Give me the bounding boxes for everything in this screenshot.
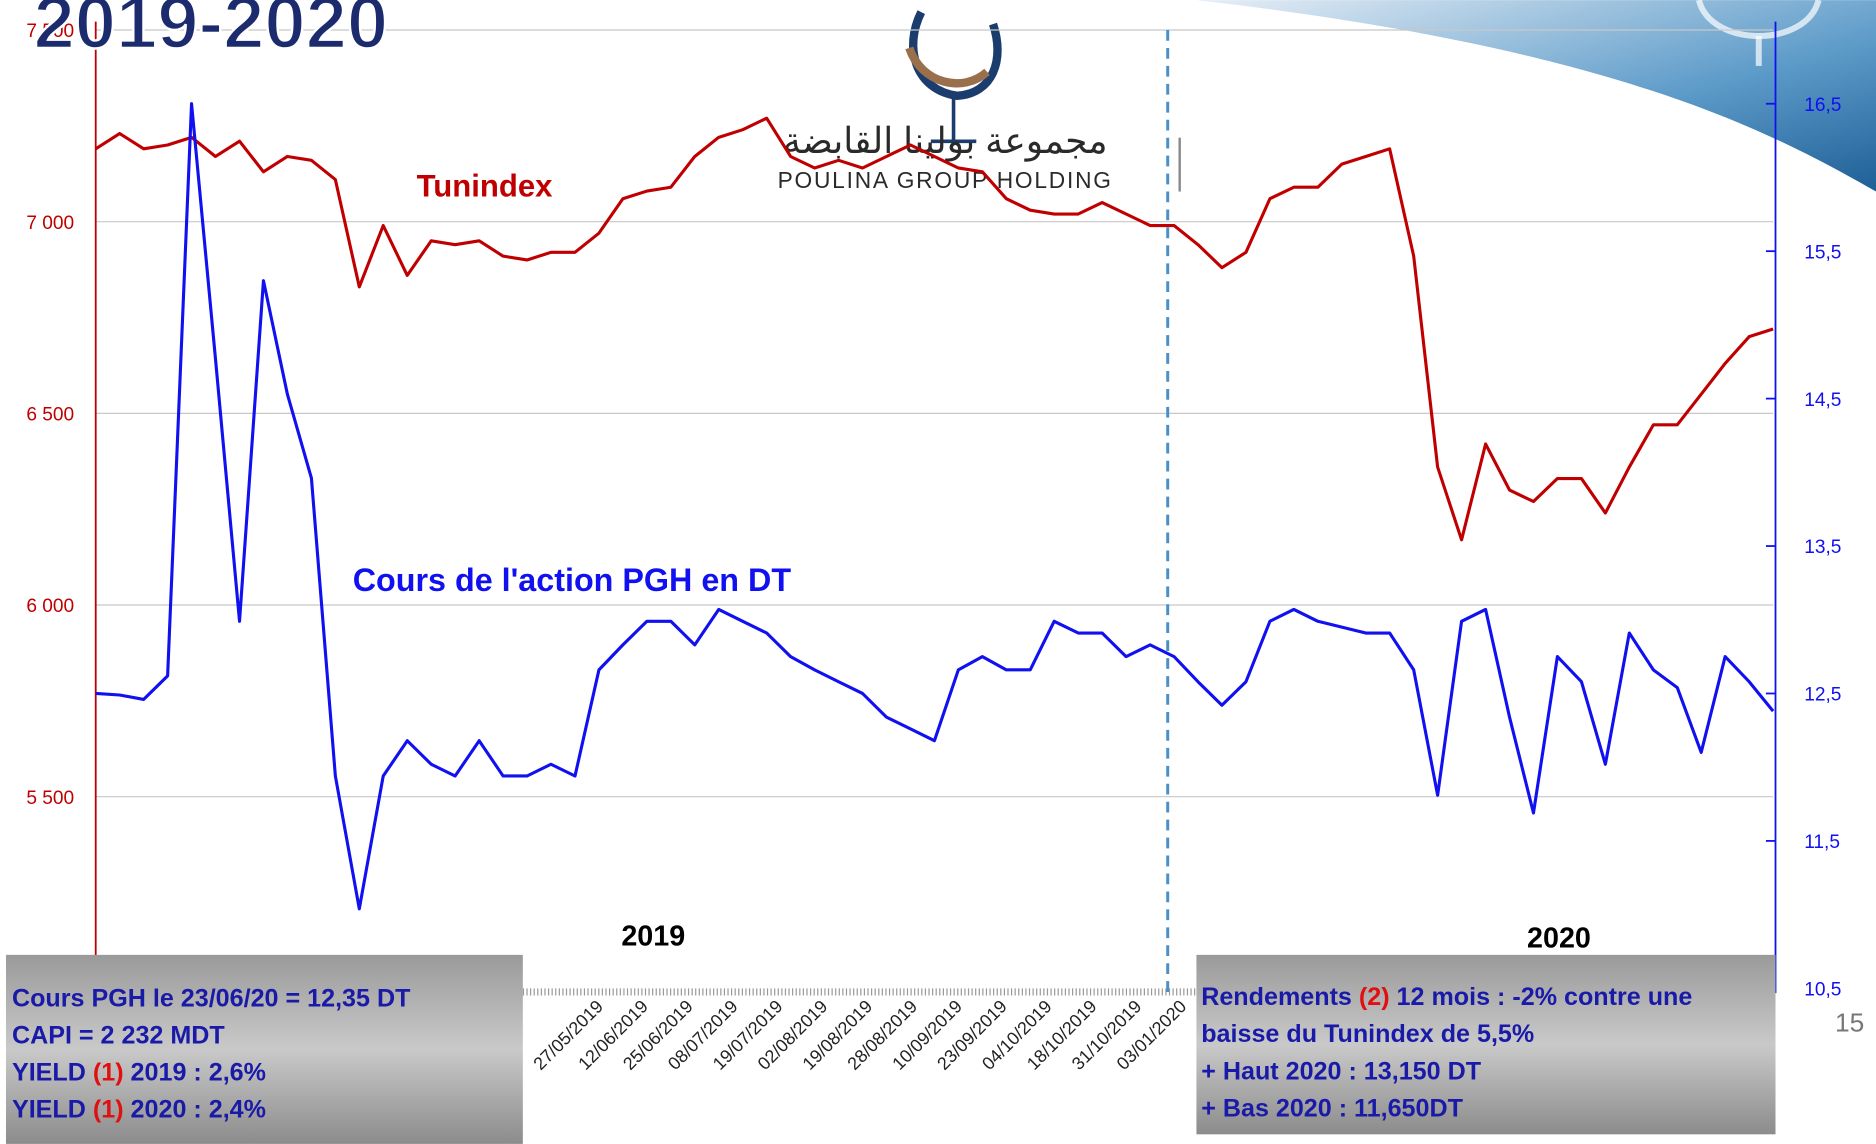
- info-line: Rendements (2) 12 mois : -2% contre une: [1201, 983, 1692, 1011]
- logo: مجموعة بولينا القابضة POULINA GROUP HOLD…: [778, 10, 1181, 193]
- slide-title: 2019-2020: [34, 0, 389, 64]
- y-tick-label: 6 000: [26, 596, 74, 617]
- y2-tick-label: 10,5: [1804, 980, 1841, 1001]
- plot: 5 500 6 000 6 500 7 000 7 500 10,5 11,5 12,5 13,…: [26, 21, 1841, 1074]
- y2-tick-label: 12,5: [1804, 685, 1841, 706]
- page-number: 15: [1835, 1007, 1864, 1037]
- y-tick-label: 6 500: [26, 405, 74, 426]
- info-line: + Haut 2020 : 13,150 DT: [1201, 1057, 1481, 1085]
- y-tick-label: 7 000: [26, 213, 74, 234]
- info-text: baisse du Tunindex de 5,5%: [1201, 1020, 1534, 1048]
- series-line: [94, 116, 1774, 542]
- info-text: Cours PGH le 23/06/20 = 12,35 DT: [12, 984, 411, 1012]
- info-box: [5, 954, 523, 1144]
- info-text: CAPI = 2 232 MDT: [12, 1021, 225, 1049]
- info-line: YIELD (1) 2019 : 2,6%: [12, 1058, 266, 1086]
- info-line: Cours PGH le 23/06/20 = 12,35 DT: [12, 984, 411, 1012]
- logo-latin: POULINA GROUP HOLDING: [778, 167, 1113, 193]
- info-line: CAPI = 2 232 MDT: [12, 1021, 225, 1049]
- info-text: YIELD: [12, 1058, 93, 1086]
- info-text: Rendements: [1201, 983, 1359, 1011]
- year-label: 2020: [1527, 923, 1591, 955]
- logo-arabic: مجموعة بولينا القابضة: [783, 121, 1108, 162]
- series-line: [95, 102, 1775, 911]
- info-texts: Cours PGH le 23/06/20 = 12,35 DT CAPI = 2…: [12, 983, 1692, 1123]
- info-text: (2): [1359, 983, 1390, 1011]
- y2-tick-label: 13,5: [1804, 537, 1841, 558]
- info-text: (1): [93, 1058, 124, 1086]
- y2-tick-label: 15,5: [1804, 242, 1841, 263]
- y-tick-label: 5 500: [26, 788, 74, 809]
- info-line: + Bas 2020 : 11,650DT: [1201, 1094, 1463, 1122]
- info-text: (1): [93, 1096, 124, 1124]
- info-text: 12 mois : -2% contre une: [1390, 983, 1693, 1011]
- info-text: + Haut 2020 : 13,150 DT: [1201, 1057, 1481, 1085]
- y-tick-label: 7 500: [26, 21, 74, 42]
- info-line: baisse du Tunindex de 5,5%: [1201, 1020, 1534, 1048]
- info-text: + Bas 2020 : 11,650DT: [1201, 1094, 1463, 1122]
- info-text: 2019 : 2,6%: [124, 1058, 266, 1086]
- info-box: [1196, 954, 1776, 1135]
- series-label: Tunindex: [417, 168, 554, 203]
- y2-tick-label: 16,5: [1804, 95, 1841, 116]
- series-label: Cours de l'action PGH en DT: [353, 562, 792, 598]
- header-swoosh: [1196, 0, 1876, 192]
- info-text: YIELD: [12, 1096, 93, 1124]
- y2-tick-label: 14,5: [1804, 390, 1841, 411]
- info-line: YIELD (1) 2020 : 2,4%: [12, 1096, 266, 1124]
- year-label: 2019: [621, 920, 685, 952]
- y2-tick-label: 11,5: [1804, 832, 1840, 853]
- info-text: 2020 : 2,4%: [124, 1096, 266, 1124]
